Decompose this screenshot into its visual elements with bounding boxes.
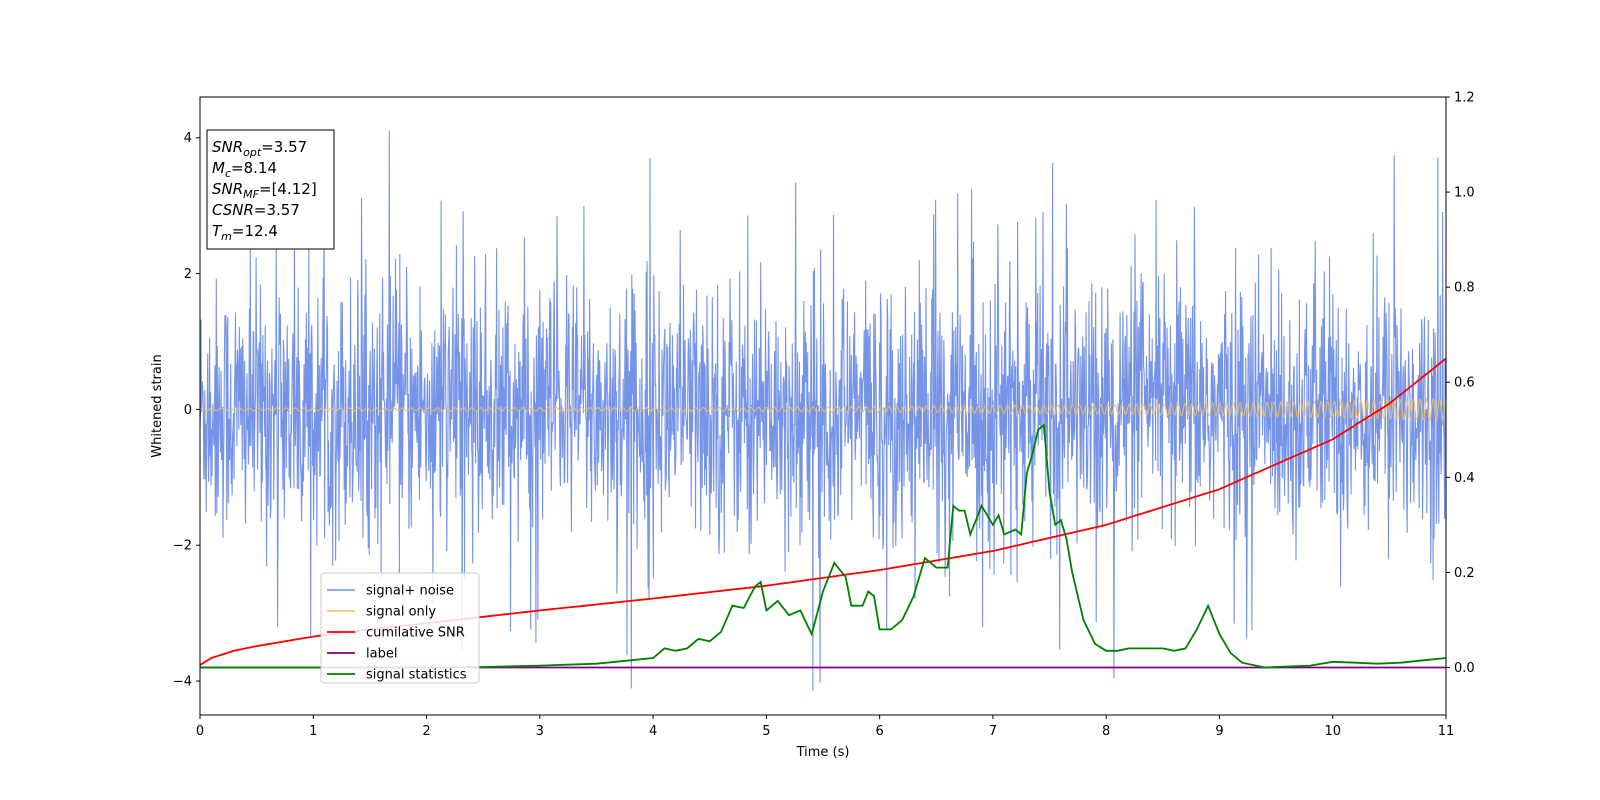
info-box-row: CSNR=3.57	[212, 201, 300, 219]
info-box-subscript: opt	[243, 146, 262, 159]
y-right-tick-label: 0.2	[1454, 566, 1475, 581]
x-axis: 0 1 2 3 4 5 6 7 8 9 10 11	[196, 715, 1454, 739]
y-axis-label: Whitened strain	[150, 354, 165, 457]
y-right-tick-label: 0.4	[1454, 471, 1475, 486]
x-tick-label: 5	[762, 724, 770, 739]
info-box-row: SNRopt=3.57	[212, 138, 307, 159]
info-box-subscript: c	[225, 167, 231, 180]
plot-frame	[199, 96, 1447, 716]
series-signal-noise-line	[200, 130, 1446, 691]
y-right-tick-label: 0.0	[1454, 661, 1475, 676]
y-axis-right: 0.0 0.2 0.4 0.6 0.8 1.0 1.2	[1446, 91, 1475, 676]
y-right-tick-label: 0.6	[1454, 376, 1475, 391]
info-box-row: SNRMF=[4.12]	[212, 180, 317, 201]
y-tick-label: 0	[184, 403, 192, 418]
y-axis-left: −4 −2 0 2 4	[173, 131, 200, 690]
legend-entry-label: signal statistics	[366, 668, 467, 683]
x-tick-label: 9	[1215, 724, 1223, 739]
legend: signal+ noise signal only cumilative SNR la…	[320, 572, 480, 684]
x-tick-label: 6	[875, 724, 883, 739]
x-tick-label: 7	[989, 724, 997, 739]
info-box: SNRopt=3.57Mc=8.14SNRMF=[4.12]CSNR=3.57T…	[206, 129, 335, 250]
y-tick-label: −2	[173, 539, 192, 554]
x-tick-label: 1	[309, 724, 317, 739]
info-box-symbol: T	[212, 222, 223, 240]
info-box-frame	[206, 129, 335, 250]
legend-entry-label: signal+ noise	[366, 584, 454, 599]
x-tick-label: 3	[536, 724, 544, 739]
legend-entry-label: signal only	[366, 605, 436, 620]
info-box-value: =3.57	[261, 138, 307, 156]
legend-frame	[320, 572, 480, 684]
info-box-symbol: SNR	[212, 180, 243, 198]
series-signal-only-line	[200, 397, 1446, 422]
series-signal-statistics-line	[200, 423, 1446, 669]
x-tick-label: 10	[1324, 724, 1341, 739]
info-box-value: =8.14	[231, 159, 277, 177]
x-tick-label: 2	[422, 724, 430, 739]
x-tick-label: 8	[1102, 724, 1110, 739]
info-box-symbol: M	[212, 159, 225, 177]
info-box-subscript: m	[221, 230, 232, 243]
info-box-symbol: SNR	[212, 138, 243, 156]
info-box-symbol: CSNR	[212, 201, 254, 219]
y-tick-label: −4	[173, 675, 192, 690]
x-tick-label: 4	[649, 724, 657, 739]
info-box-row: Mc=8.14	[212, 159, 277, 180]
x-tick-label: 0	[196, 724, 204, 739]
info-box-value: =[4.12]	[259, 180, 317, 198]
legend-entry-label: label	[366, 647, 397, 662]
x-axis-label: Time (s)	[796, 745, 850, 760]
info-box-row: Tm=12.4	[212, 222, 278, 243]
y-tick-label: 2	[184, 267, 192, 282]
info-box-subscript: MF	[243, 188, 259, 201]
y-right-tick-label: 0.8	[1454, 281, 1475, 296]
info-box-value: =3.57	[254, 201, 300, 219]
y-tick-label: 4	[184, 131, 192, 146]
legend-entry-label: cumilative SNR	[366, 626, 465, 641]
info-box-value: =12.4	[232, 222, 278, 240]
y-right-tick-label: 1.2	[1454, 91, 1475, 106]
x-tick-label: 11	[1438, 724, 1455, 739]
y-right-tick-label: 1.0	[1454, 186, 1475, 201]
